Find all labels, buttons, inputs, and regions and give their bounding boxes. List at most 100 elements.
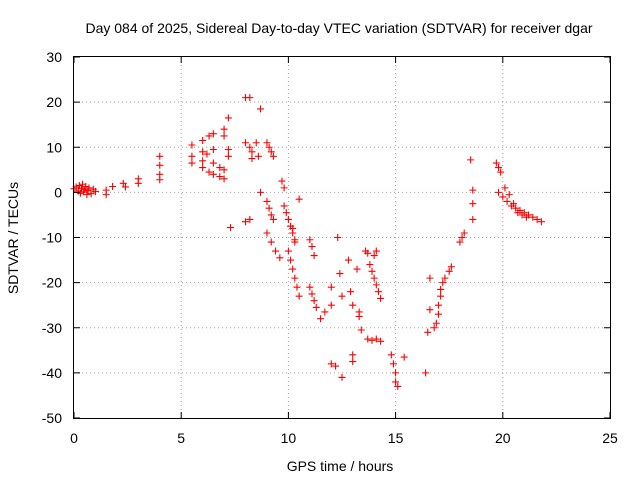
data-point bbox=[372, 281, 380, 289]
data-point bbox=[209, 146, 217, 154]
data-point bbox=[537, 218, 545, 226]
y-tick-label: -30 bbox=[42, 320, 62, 336]
data-point bbox=[224, 146, 232, 154]
data-point bbox=[267, 211, 275, 219]
data-point bbox=[284, 247, 292, 255]
data-point bbox=[437, 292, 445, 300]
data-point bbox=[295, 195, 303, 203]
data-point bbox=[469, 186, 477, 194]
data-point bbox=[529, 213, 537, 221]
data-point bbox=[246, 215, 254, 223]
data-point bbox=[422, 369, 430, 377]
data-point bbox=[445, 267, 453, 275]
data-point bbox=[377, 294, 385, 302]
data-point bbox=[82, 183, 90, 191]
data-point bbox=[203, 150, 211, 158]
data-point bbox=[355, 312, 363, 320]
data-point bbox=[246, 94, 254, 102]
axis-ticks: 0 5 10 15 20 25 30 20 10 0 -10 -20 -30 -40 -50 bbox=[42, 49, 618, 446]
data-point bbox=[287, 256, 295, 264]
data-point bbox=[252, 139, 260, 147]
data-point bbox=[121, 183, 129, 191]
data-point bbox=[280, 202, 288, 210]
data-point bbox=[372, 247, 380, 255]
data-point bbox=[336, 270, 344, 278]
data-point bbox=[430, 324, 438, 332]
data-point bbox=[78, 184, 86, 192]
data-point bbox=[242, 139, 250, 147]
y-axis-label: SDTVAR / TECUs bbox=[5, 182, 21, 294]
data-point bbox=[209, 170, 217, 178]
data-point bbox=[257, 105, 265, 113]
data-point bbox=[424, 328, 432, 336]
x-tick-label: 20 bbox=[495, 430, 511, 446]
y-tick-label: 0 bbox=[54, 184, 62, 200]
data-point bbox=[267, 148, 275, 156]
data-point bbox=[501, 184, 509, 192]
y-tick-label: 20 bbox=[46, 94, 62, 110]
data-point bbox=[499, 193, 507, 201]
data-point bbox=[224, 114, 232, 122]
data-point bbox=[332, 362, 340, 370]
data-point bbox=[349, 358, 357, 366]
data-point bbox=[282, 209, 290, 217]
data-point bbox=[83, 191, 91, 199]
data-point bbox=[263, 229, 271, 237]
data-point bbox=[199, 148, 207, 156]
data-point bbox=[257, 188, 265, 196]
data-point bbox=[276, 254, 284, 262]
data-point bbox=[289, 224, 297, 232]
data-point bbox=[469, 200, 477, 208]
data-point bbox=[272, 247, 280, 255]
data-point bbox=[441, 274, 449, 282]
data-point bbox=[102, 191, 110, 199]
data-point bbox=[310, 297, 318, 305]
data-point bbox=[134, 179, 142, 187]
data-point bbox=[349, 301, 357, 309]
data-point bbox=[392, 378, 400, 386]
data-point bbox=[87, 190, 95, 198]
data-point bbox=[109, 183, 117, 191]
data-point bbox=[321, 308, 329, 316]
data-point bbox=[306, 283, 314, 291]
data-point bbox=[467, 156, 475, 164]
data-point bbox=[426, 274, 434, 282]
data-point bbox=[293, 283, 301, 291]
data-point bbox=[199, 164, 207, 172]
data-point bbox=[220, 132, 228, 140]
y-tick-label: -50 bbox=[42, 410, 62, 426]
data-point bbox=[374, 288, 382, 296]
data-point bbox=[263, 197, 271, 205]
data-point bbox=[364, 249, 372, 257]
data-point bbox=[76, 189, 84, 197]
data-point bbox=[312, 303, 320, 311]
data-point bbox=[199, 136, 207, 144]
data-point bbox=[220, 175, 228, 183]
data-point bbox=[394, 382, 402, 390]
data-point bbox=[263, 139, 271, 147]
data-point bbox=[497, 168, 505, 176]
data-point bbox=[278, 177, 286, 185]
data-point bbox=[327, 283, 335, 291]
data-point bbox=[227, 224, 235, 232]
data-point bbox=[447, 263, 455, 271]
data-points bbox=[70, 94, 545, 390]
data-point bbox=[248, 148, 256, 156]
x-tick-label: 5 bbox=[177, 430, 185, 446]
data-point bbox=[327, 360, 335, 368]
data-point bbox=[188, 152, 196, 160]
data-point bbox=[512, 204, 520, 212]
data-point bbox=[216, 173, 224, 181]
data-point bbox=[265, 204, 273, 212]
data-point bbox=[291, 274, 299, 282]
data-point bbox=[295, 292, 303, 300]
data-point bbox=[372, 335, 380, 343]
data-point bbox=[308, 290, 316, 298]
data-point bbox=[370, 274, 378, 282]
data-point bbox=[456, 238, 464, 246]
x-tick-label: 25 bbox=[602, 430, 618, 446]
data-point bbox=[242, 218, 250, 226]
x-tick-label: 15 bbox=[388, 430, 404, 446]
y-tick-label: 30 bbox=[46, 49, 62, 65]
data-point bbox=[353, 265, 361, 273]
